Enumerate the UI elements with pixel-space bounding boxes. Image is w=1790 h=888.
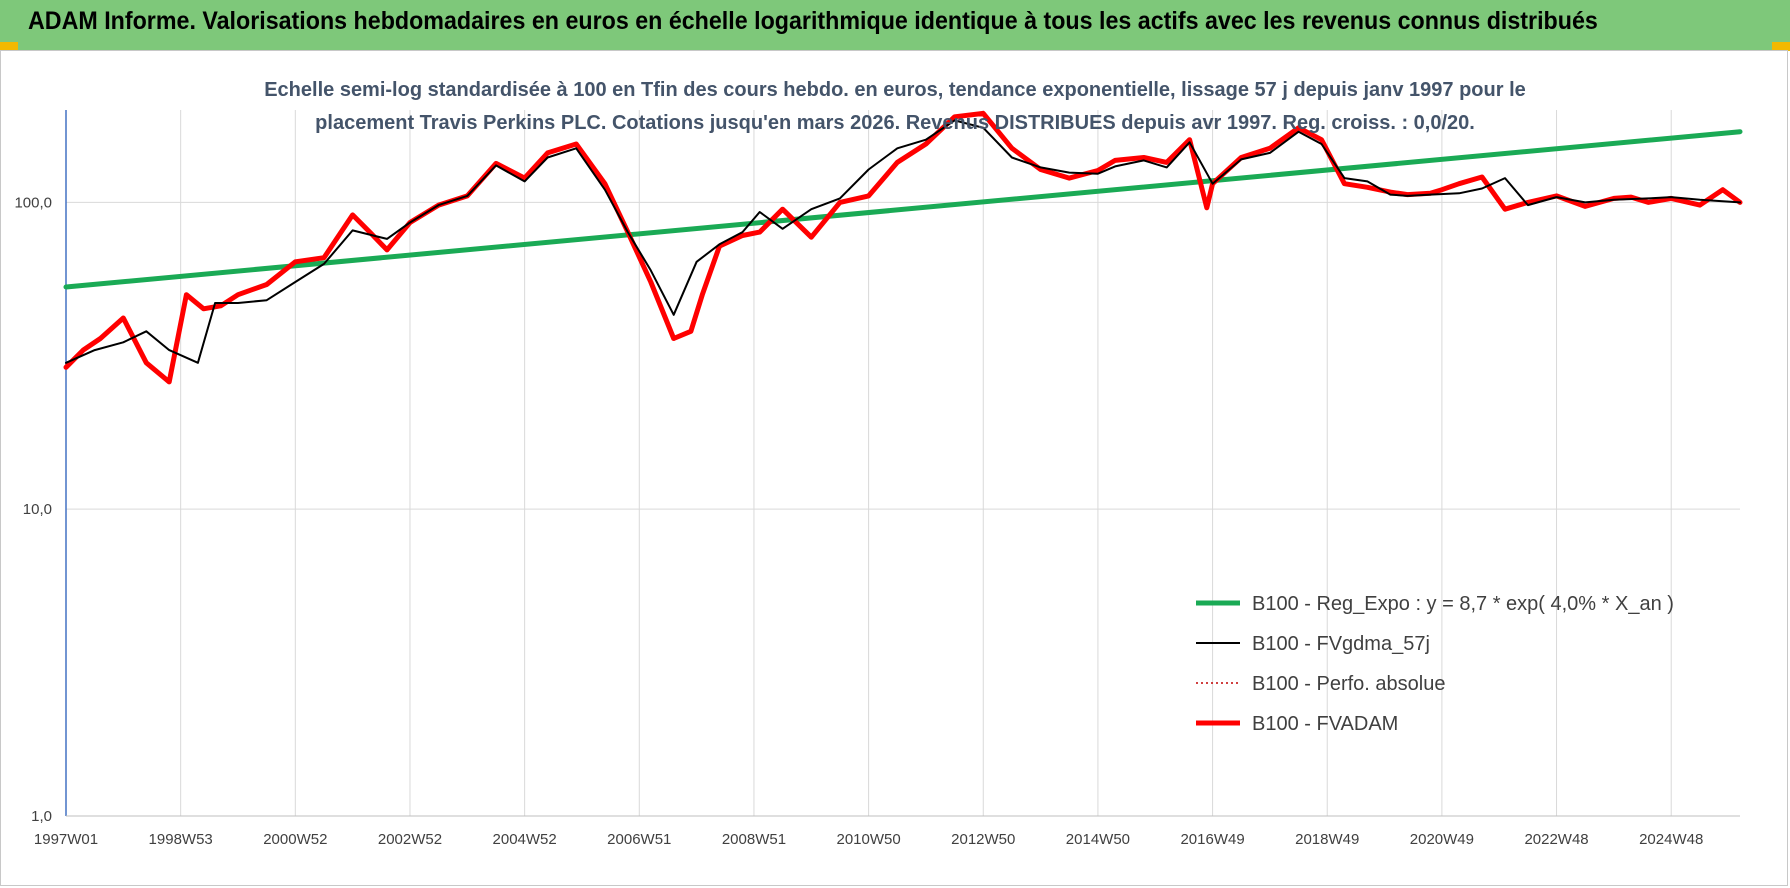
tick-labels: 1,0 10,0 100,0 1997W01 1998W53 2000W52 2002W52… bbox=[14, 194, 1703, 848]
x-tick-label: 2020W49 bbox=[1410, 831, 1474, 848]
chart-frame bbox=[0, 50, 1788, 886]
x-tick-label: 2008W51 bbox=[722, 831, 786, 848]
axes bbox=[65, 110, 1740, 817]
x-tick-label: 2004W52 bbox=[493, 831, 557, 848]
y-tick-label: 100,0 bbox=[14, 194, 52, 211]
corner-accent-top-left bbox=[0, 42, 18, 51]
x-tick-label: 2000W52 bbox=[263, 831, 327, 848]
legend-label: B100 - Reg_Expo : y = 8,7 * exp( 4,0% * … bbox=[1252, 593, 1674, 615]
legend-label: B100 - Perfo. absolue bbox=[1252, 673, 1445, 695]
legend: B100 - Reg_Expo : y = 8,7 * exp( 4,0% * … bbox=[1196, 593, 1674, 735]
chart-subtitle-line-1: Echelle semi-log standardisée à 100 en T… bbox=[264, 79, 1526, 101]
chart-subtitle-line-2: placement Travis Perkins PLC. Cotations … bbox=[315, 112, 1475, 134]
corner-accent-top-right bbox=[1772, 42, 1790, 51]
x-tick-label: 2010W50 bbox=[836, 831, 900, 848]
x-tick-label: 2018W49 bbox=[1295, 831, 1359, 848]
series-line-3 bbox=[63, 110, 1743, 385]
x-tick-label: 2014W50 bbox=[1066, 831, 1130, 848]
legend-label: B100 - FVgdma_57j bbox=[1252, 633, 1430, 655]
x-tick-label: 2024W48 bbox=[1639, 831, 1703, 848]
title-banner: ADAM Informe. Valorisations hebdomadaire… bbox=[0, 0, 1790, 50]
x-tick-label: 2002W52 bbox=[378, 831, 442, 848]
grid-lines bbox=[65, 110, 1740, 817]
page-title: ADAM Informe. Valorisations hebdomadaire… bbox=[28, 7, 1598, 35]
x-tick-label: 2016W49 bbox=[1180, 831, 1244, 848]
series-lines bbox=[63, 110, 1743, 385]
x-tick-label: 1997W01 bbox=[34, 831, 98, 848]
x-tick-label: 2012W50 bbox=[951, 831, 1015, 848]
x-tick-label: 2006W51 bbox=[607, 831, 671, 848]
y-tick-label: 1,0 bbox=[31, 808, 52, 825]
series-line-1 bbox=[65, 119, 1741, 364]
x-tick-label: 1998W53 bbox=[149, 831, 213, 848]
x-tick-label: 2022W48 bbox=[1524, 831, 1588, 848]
y-tick-label: 10,0 bbox=[23, 501, 52, 518]
legend-label: B100 - FVADAM bbox=[1252, 713, 1398, 735]
series-line-0 bbox=[63, 129, 1743, 290]
